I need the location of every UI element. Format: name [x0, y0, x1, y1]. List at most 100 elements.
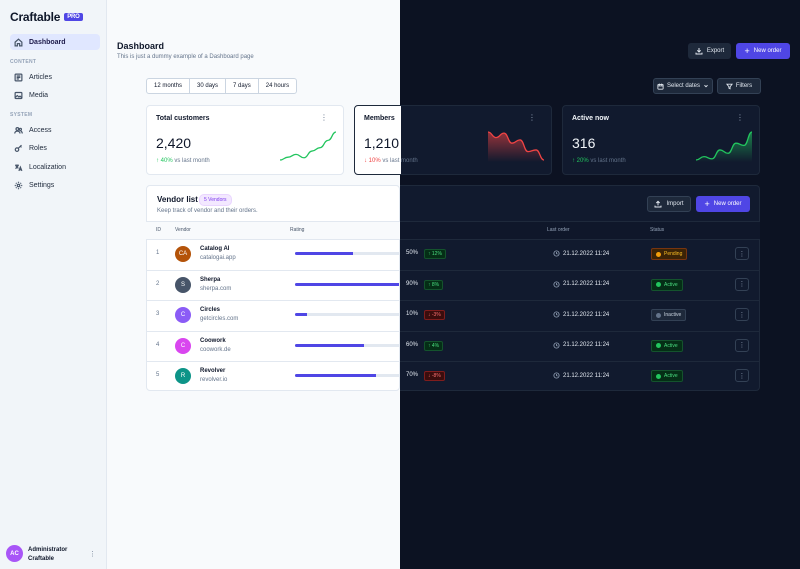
stat-menu-button[interactable]: ⋮: [528, 113, 536, 122]
rating-percent: 70%: [406, 372, 419, 378]
vendor-url[interactable]: catalogai.app: [200, 255, 236, 261]
tab-12-months[interactable]: 12 months: [147, 79, 191, 93]
stat-title: Active now: [572, 115, 609, 122]
new-order-button[interactable]: + New order: [736, 43, 790, 59]
row-divider: [146, 330, 400, 332]
column-header-vendor[interactable]: Vendor: [175, 227, 191, 233]
status-dot-icon: [656, 312, 661, 318]
sidebar-item-access[interactable]: Access: [10, 122, 100, 138]
last-order-date: 21.12.2022 11:24: [563, 342, 610, 348]
page-title: Dashboard: [117, 41, 165, 51]
stat-menu-button[interactable]: ⋮: [736, 113, 744, 122]
stat-title: Members: [364, 115, 395, 122]
row-actions-button[interactable]: ⋮: [735, 338, 749, 352]
table-header-bg-dark: [400, 221, 760, 239]
vendor-url[interactable]: revolver.io: [200, 377, 228, 383]
sidebar-item-roles[interactable]: Roles: [10, 140, 100, 156]
column-header-last-order[interactable]: Last order: [547, 227, 570, 233]
row-actions-button[interactable]: ⋮: [735, 247, 749, 260]
vendor-url[interactable]: getcircles.com: [200, 316, 239, 322]
rating-change-badge: ↑ 4%: [424, 340, 444, 351]
filters-button[interactable]: Filters: [717, 78, 761, 94]
row-actions-button[interactable]: ⋮: [735, 308, 749, 321]
tab-24-hours[interactable]: 24 hours: [265, 83, 290, 89]
status-badge: Active: [651, 278, 683, 291]
status-dot-icon: [656, 343, 661, 348]
arrow-down-icon: ↓: [428, 312, 432, 318]
sparkline-line: [695, 131, 753, 161]
vendor-id: 5: [156, 372, 160, 378]
status-label: Inactive: [664, 312, 682, 318]
filters-label: Filters: [735, 83, 753, 89]
user-menu-button[interactable]: ⋮: [89, 551, 96, 558]
row-divider: [400, 269, 760, 271]
vendor-name[interactable]: Sherpa: [200, 276, 221, 283]
row-actions-button[interactable]: ⋮: [735, 277, 749, 291]
arrow-up-icon: ↑: [428, 342, 432, 349]
sidebar-item-media[interactable]: Media: [10, 87, 100, 103]
vendor-url[interactable]: sherpa.com: [200, 285, 232, 292]
export-button[interactable]: Export: [688, 43, 731, 59]
stat-value: 2,420: [156, 135, 192, 151]
column-header-id[interactable]: ID: [156, 227, 161, 233]
user-org: Craftable: [28, 556, 55, 562]
rating-percent: 10%: [406, 311, 419, 317]
rating-change-value: 12%: [431, 251, 442, 257]
sidebar-item-label: Settings: [29, 181, 55, 189]
sidebar-item-label: Articles: [29, 73, 52, 81]
upload-icon: [654, 200, 662, 208]
vendor-name[interactable]: Circles: [200, 307, 221, 313]
sparkline-chart: [487, 131, 545, 162]
sidebar-item-articles[interactable]: Articles: [10, 69, 100, 85]
column-header-rating[interactable]: Rating: [290, 227, 305, 233]
vendor-name[interactable]: Catalog AI: [200, 246, 230, 252]
arrow-down-icon: ↓: [364, 158, 369, 164]
clock-icon: [553, 280, 560, 288]
chevron-down-icon: [704, 84, 708, 88]
app-logo[interactable]: Craftable PRO: [10, 10, 83, 24]
sidebar-item-settings[interactable]: Settings: [10, 177, 100, 193]
clock-icon: [553, 372, 560, 379]
tab-7-days[interactable]: 7 days: [226, 79, 259, 93]
vendor-avatar: S: [175, 276, 191, 293]
column-header-status[interactable]: Status: [650, 227, 665, 233]
clock-icon: [553, 311, 560, 318]
vendor-name[interactable]: Revolver: [200, 368, 226, 374]
plus-icon: +: [704, 198, 710, 209]
vendor-url[interactable]: coowork.de: [200, 346, 231, 353]
user-avatar[interactable]: AC: [6, 545, 23, 562]
row-divider: [400, 330, 760, 332]
stat-delta: ↑ 40% vs last month: [156, 158, 210, 164]
select-dates-button[interactable]: Select dates: [653, 78, 713, 94]
rating-bar-fill: [295, 374, 376, 377]
stat-value: 316: [572, 135, 596, 151]
stat-card: [146, 105, 344, 175]
tab-30-days[interactable]: 30 days: [190, 79, 227, 93]
last-order-date: 21.12.2022 11:24: [563, 281, 610, 287]
last-order: 21.12.2022 11:24: [553, 341, 610, 349]
home-icon: [14, 37, 23, 46]
arrow-down-icon: ↓: [428, 373, 432, 379]
row-divider: [400, 300, 760, 301]
stat-delta-value: 40%: [160, 158, 173, 164]
stat-menu-button[interactable]: ⋮: [320, 113, 328, 122]
arrow-up-icon: ↑: [428, 251, 432, 257]
row-divider: [146, 361, 400, 362]
articles-icon: [14, 73, 23, 81]
vendor-avatar: C: [175, 337, 191, 354]
arrow-up-icon: ↑: [428, 281, 432, 288]
vendor-new-order-button[interactable]: + New order: [696, 196, 750, 212]
row-actions-button[interactable]: ⋮: [735, 369, 749, 382]
sidebar-item-localization[interactable]: Localization: [10, 159, 100, 175]
import-button[interactable]: Import: [647, 196, 691, 212]
sidebar-item-label: Media: [29, 91, 49, 99]
row-divider: [146, 269, 400, 271]
rating-change-badge: ↑ 12%: [424, 249, 446, 259]
stat-delta: ↑ 20% vs last month: [572, 158, 626, 164]
vendor-name[interactable]: Coowork: [200, 337, 226, 344]
clock-icon: [553, 341, 560, 349]
sidebar-item-dashboard[interactable]: Dashboard: [10, 34, 100, 50]
image-icon: [14, 91, 23, 99]
vendor-new-order-label: New order: [713, 201, 742, 207]
rating-bar-fill: [295, 343, 365, 347]
